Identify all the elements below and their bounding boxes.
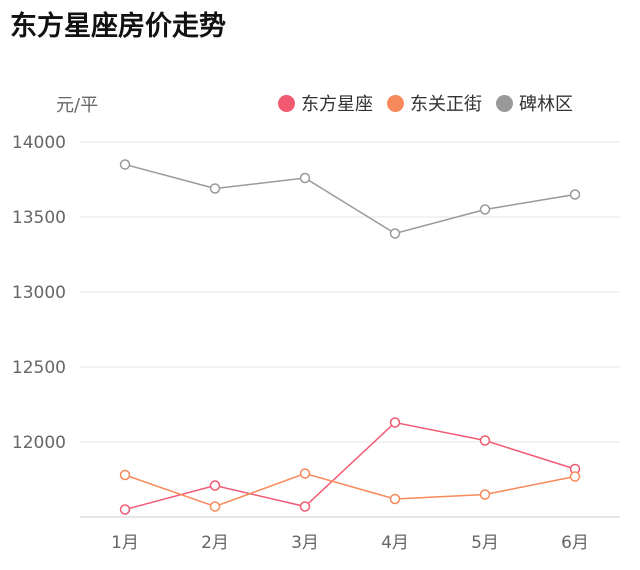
x-tick-label: 4月 [381,533,409,553]
data-point[interactable] [389,493,401,505]
legend-label: 东关正街 [410,94,482,115]
legend-item-dongfangxingzuo[interactable]: 东方星座 [278,90,373,116]
x-tick-label: 5月 [471,533,499,553]
data-point[interactable] [119,159,131,170]
y-tick-label: 14000 [12,133,66,153]
legend-label: 东方星座 [301,94,373,115]
legend-dot-icon [496,94,513,112]
x-tick-label: 6月 [561,533,589,553]
data-point[interactable] [389,417,401,428]
data-point[interactable] [569,189,581,200]
y-axis-unit-label: 元/平 [56,95,99,116]
data-point[interactable] [479,204,491,215]
data-point[interactable] [209,183,221,194]
chart-title: 东方星座房价走势 [10,11,226,42]
legend-dot-icon [387,94,404,112]
y-tick-label: 13500 [12,208,66,228]
x-tick-label: 2月 [201,533,229,553]
data-point[interactable] [389,228,401,239]
y-tick-label: 12500 [12,358,66,378]
x-tick-label: 3月 [291,533,319,553]
data-point[interactable] [479,489,491,500]
data-point[interactable] [299,501,311,512]
legend-item-dongguanzhengjie[interactable]: 东关正街 [387,90,482,116]
data-point[interactable] [299,172,311,184]
data-point[interactable] [209,501,221,512]
legend: 东方星座 东关正街 碑林区 [278,90,587,116]
y-tick-label: 13000 [12,283,66,303]
legend-label: 碑林区 [519,94,573,115]
data-point[interactable] [119,504,131,515]
y-tick-label: 12000 [12,433,66,453]
series-line [124,163,576,235]
x-tick-label: 1月 [111,533,139,553]
data-point[interactable] [569,471,581,482]
data-point[interactable] [119,469,131,481]
legend-item-beilinqu[interactable]: 碑林区 [496,90,573,116]
series-line [124,472,576,508]
data-point[interactable] [209,480,221,491]
data-point[interactable] [299,468,311,479]
data-point[interactable] [479,435,491,446]
legend-dot-icon [278,94,295,112]
series-line [124,421,576,511]
